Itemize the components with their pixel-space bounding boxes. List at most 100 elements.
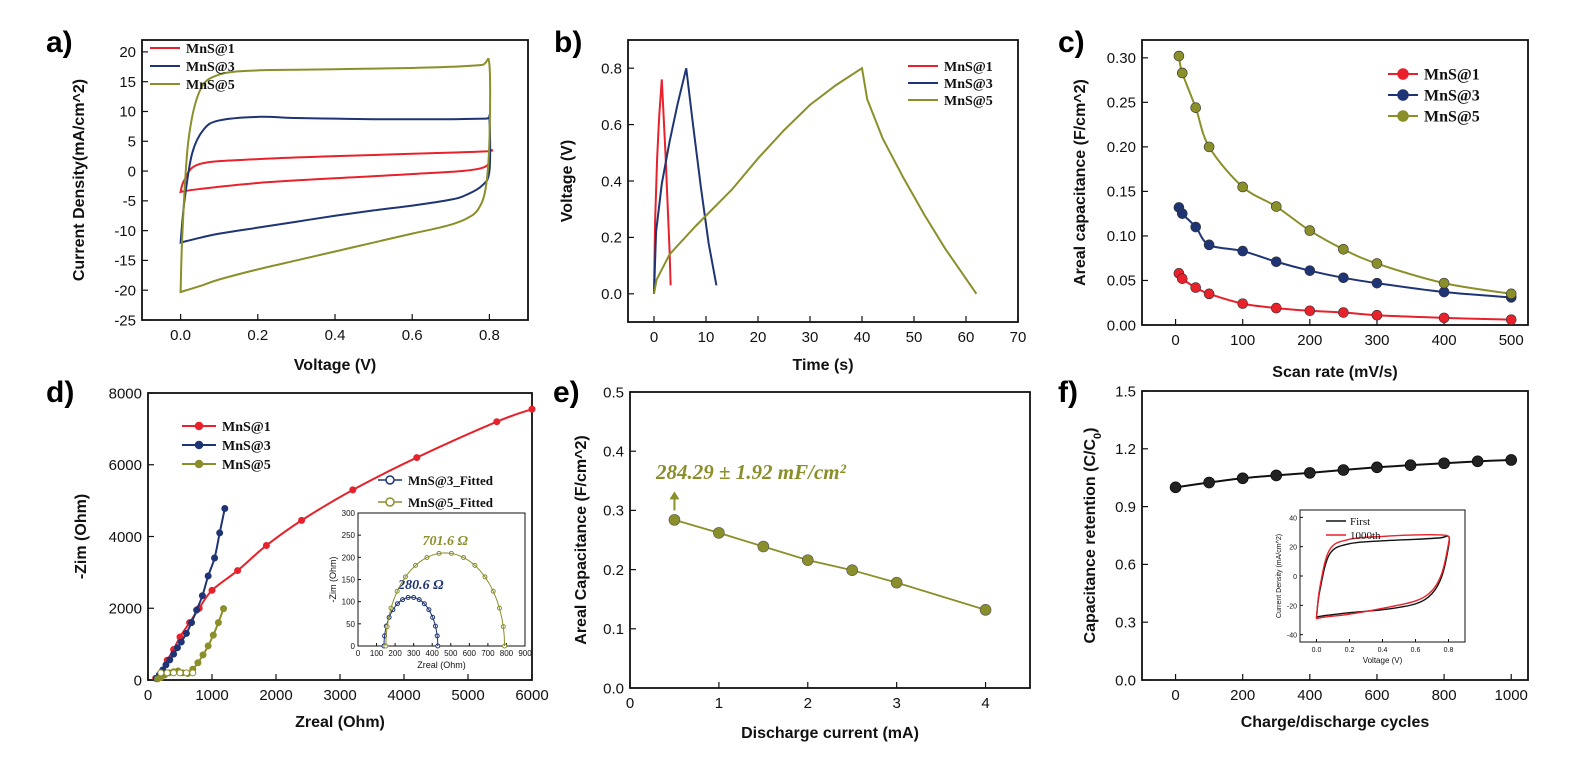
inset-x-tick-label: 900 [518,649,532,658]
data-point-MnS@5 [1190,102,1202,113]
x-tick-label: 800 [1432,687,1457,704]
data-point-MnS@5 [846,564,859,576]
x-tick-label: 5000 [451,687,484,704]
x-tick-label: 50 [906,329,923,346]
panel-label: c) [1058,26,1085,59]
inset-arc-label: 280.6 Ω [397,578,444,593]
x-tick-label: 4 [981,695,989,712]
data-point-MnS@3 [182,629,190,637]
y-tick-label: 0.3 [603,503,624,520]
x-tick-label: 200 [1297,332,1322,349]
x-tick-label: 0.6 [402,327,423,344]
data-point-MnS@3 [1338,272,1349,284]
x-tick-label: 4000 [387,687,420,704]
x-tick-label: 300 [1364,332,1389,349]
series-line-MnS@5 [653,66,978,295]
data-point-MnS@1 [298,516,306,524]
data-point-MnS@3 [188,619,196,627]
data-point-MnS@3 [221,505,229,513]
x-tick-label: 0.4 [325,327,346,344]
data-point-mns5-hollow [170,669,178,677]
panel-b: 0 10 20 30 40 50 60 70 0.0 0.2 0.4 0.6 0.8 Time (s) Vo… [554,26,1026,374]
panel-e: 0 1 2 3 4 0.0 0.1 0.2 0.3 0.4 0.5 Discharge current… [553,376,1031,742]
data-point-MnS@1 [1237,298,1248,309]
y-tick-label: 0.9 [1115,499,1136,516]
y-axis-label: Current Density(mA/cm^2) [71,79,88,281]
inset-y-tick-label: 50 [346,620,355,629]
legend-label: MnS@5 [186,78,235,93]
data-point-MnS@5 [214,619,222,627]
data-point-MnS@1 [1190,282,1202,293]
legend-label: MnS@1 [186,42,235,57]
legend-label: MnS@3 [186,60,235,75]
y-tick-label: 2000 [109,601,142,618]
y-tick-label: 1.2 [1115,441,1136,458]
plot-frame [1141,390,1529,681]
legend-label: MnS@1 [222,420,271,435]
inset-legend-label: 1000th [1350,530,1381,542]
x-tick-label: 60 [958,329,975,346]
y-axis-label: Areal Capacitance (F/cm^2) [573,435,590,644]
inset-legend-label: MnS@5_Fitted [408,495,494,510]
y-tick-label: 0.25 [1107,95,1136,112]
inset-y-axis-label: -Zim (Ohm) [328,557,338,603]
data-point-retention [1203,476,1215,489]
data-point-MnS@3 [211,554,219,562]
data-point-MnS@3 [1371,277,1383,289]
y-axis-label-end: ) [1082,428,1099,433]
legend-label: MnS@5 [944,94,993,109]
x-tick-label: 400 [1297,687,1322,704]
y-axis-label-main: Capacitance retention (C/C [1082,439,1099,644]
data-point-retention [1304,467,1316,479]
data-point-MnS@5 [757,540,770,553]
inset-legend-marker [385,497,395,507]
y-tick-label: 20 [119,44,136,61]
x-tick-label: 3 [892,695,900,712]
series-line-MnS@1 [653,79,672,294]
data-point-MnS@3 [173,644,181,652]
x-tick-label: 1000 [195,687,228,704]
x-tick-label: 100 [1230,332,1255,349]
y-tick-label: -25 [114,312,136,329]
x-tick-label: 0 [650,329,658,346]
data-point-MnS@1 [1176,273,1188,284]
y-axis-label: Voltage (V) [559,140,576,222]
data-point-MnS@5 [194,659,202,667]
inset-y-tick-label: 250 [342,531,356,540]
data-point-MnS@3 [166,656,174,664]
legend-label: MnS@5 [222,458,271,473]
inset-y-tick-label: -40 [1287,633,1297,640]
x-tick-label: 6000 [515,687,548,704]
legend-marker [1397,89,1409,101]
inset-x-tick-label: 300 [407,649,421,658]
plot-frame [629,391,1031,689]
y-tick-label: 0.6 [601,117,622,134]
data-point-MnS@3 [198,592,206,600]
inset-x-tick-label: 400 [426,649,440,658]
y-tick-label: 0.20 [1107,139,1136,156]
y-tick-label: 0.0 [603,680,624,697]
inset-x-tick-label: 800 [500,649,514,658]
x-tick-label: 1000 [1495,687,1528,704]
plot-frame [1141,39,1529,326]
inset-y-tick-label: -20 [1287,603,1297,610]
inset-x-tick-label: 500 [444,649,458,658]
series-line-MnS@3 [155,508,226,680]
inset-x-tick-label: 0 [356,649,361,658]
x-tick-label: 400 [1432,332,1457,349]
data-point-retention [1505,454,1518,466]
y-tick-label: 0.0 [601,286,622,303]
x-axis-label: Voltage (V) [294,357,376,374]
data-point-MnS@3 [1176,208,1188,219]
x-tick-label: 40 [854,329,871,346]
y-tick-label: 0.4 [601,173,622,190]
data-point-MnS@5 [979,604,992,616]
data-point-retention [1337,464,1350,476]
legend-marker [1397,68,1409,80]
y-tick-label: 0.05 [1107,273,1136,290]
data-point-mns5-hollow [182,669,190,677]
data-point-MnS@5 [209,631,217,639]
data-point-MnS@3 [204,572,212,580]
data-point-MnS@5 [1237,181,1248,193]
data-point-retention [1438,457,1450,470]
